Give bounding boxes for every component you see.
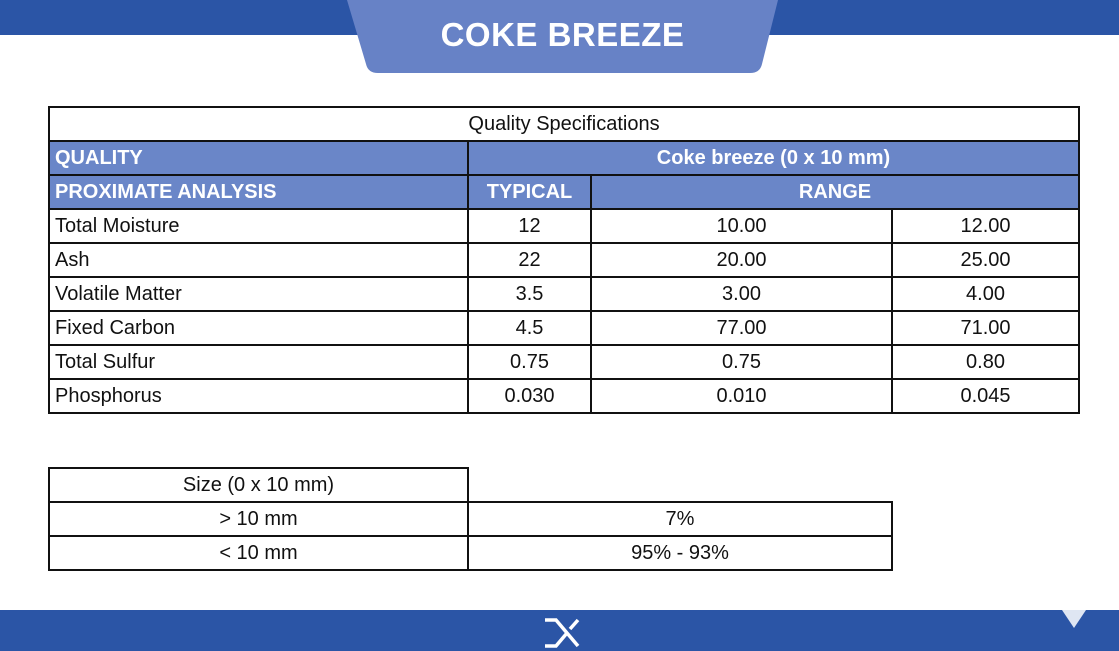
table-cell: 4.00 [890,276,1081,312]
table-cell: 0.010 [590,378,893,414]
footer-graphics [545,610,1086,648]
table-cell: 4.5 [467,310,592,346]
table-cell: Fixed Carbon [48,310,469,346]
table-cell: > 10 mm [48,501,469,537]
size-table: Size (0 x 10 mm) > 10 mm 7% < 10 mm 95% - 9… [48,467,893,571]
table-row: Total Sulfur 0.75 0.75 0.80 [48,344,1081,380]
empty-cell [467,468,892,503]
corner-mark [1062,610,1086,628]
table-cell: 12 [467,208,592,244]
table-cell: 0.045 [890,378,1081,414]
table-cell: 77.00 [590,310,893,346]
table-cell: 0.030 [467,378,592,414]
table-row: Volatile Matter 3.5 3.00 4.00 [48,276,1081,312]
table-cell: 0.75 [467,344,592,380]
title-tab [347,0,778,73]
header-cell: RANGE [589,174,1081,210]
table-cell: Total Moisture [48,208,469,244]
header-cell: Coke breeze (0 x 10 mm) [466,140,1081,176]
page-title: COKE BREEZE [440,16,685,53]
table-cell: 22 [467,242,592,278]
table-row: Fixed Carbon 4.5 77.00 71.00 [48,310,1081,346]
table-row: > 10 mm 7% [48,501,893,537]
table-row: < 10 mm 95% - 93% [48,535,893,571]
table-cell: Ash [48,242,469,278]
table-cell: 10.00 [590,208,893,244]
logo [545,618,580,648]
header-cell: Size (0 x 10 mm) [48,467,469,503]
table-row: Ash 22 20.00 25.00 [48,242,1081,278]
table-cell: 0.80 [890,344,1081,380]
table-cell: Phosphorus [48,378,469,414]
table-cell: Volatile Matter [48,276,469,312]
table-cell: Total Sulfur [48,344,469,380]
table-cell: 71.00 [890,310,1081,346]
header-cell: TYPICAL [467,174,592,210]
table-cell: < 10 mm [48,535,469,571]
table-cell: 0.75 [590,344,893,380]
table-caption: Quality Specifications [47,106,1081,142]
header-cell: PROXIMATE ANALYSIS [48,174,469,210]
table-cell: 7% [467,501,893,537]
table-cell: 95% - 93% [467,535,893,571]
quality-table: Quality Specifications QUALITY Coke breez… [47,106,1081,414]
table-cell: 3.00 [590,276,893,312]
table-row: Total Moisture 12 10.00 12.00 [48,208,1081,244]
table-cell: 3.5 [467,276,592,312]
header-cell: QUALITY [48,140,469,176]
table-row: Phosphorus 0.030 0.010 0.045 [48,378,1081,414]
table-cell: 25.00 [890,242,1081,278]
table-cell: 20.00 [590,242,893,278]
table-cell: 12.00 [890,208,1081,244]
